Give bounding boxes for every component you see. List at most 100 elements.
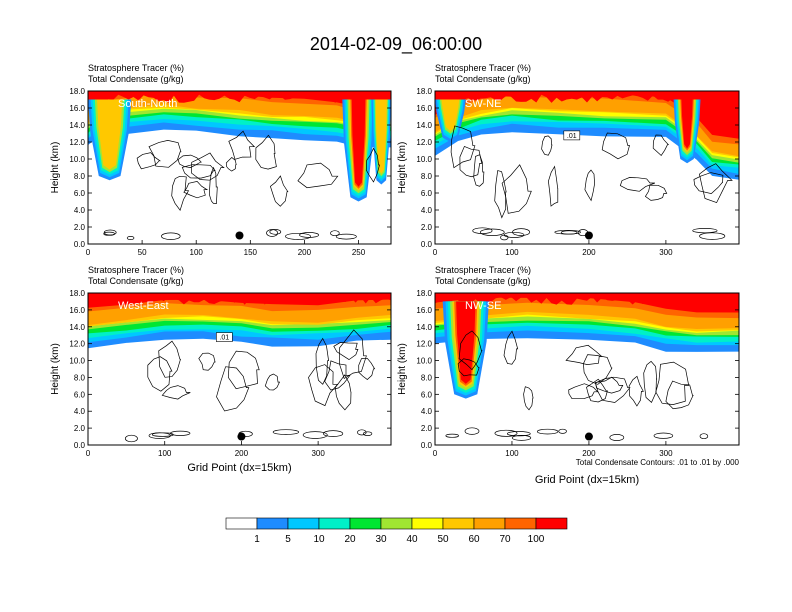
condensate-contour [297, 162, 339, 189]
y-tick-label: 0.0 [421, 240, 433, 249]
y-tick-label: 12.0 [69, 138, 85, 147]
var-label-1: Stratosphere Tracer (%) [88, 63, 184, 73]
contour-note: Total Condensate Contours: .01 to .01 by… [576, 458, 740, 467]
y-tick-label: 6.0 [421, 390, 433, 399]
y-tick-label: 8.0 [421, 373, 433, 382]
low-cloud-contour [479, 228, 505, 236]
x-tick-label: 0 [86, 449, 91, 458]
intrusion-layer [681, 99, 693, 149]
contour-label-box [563, 130, 581, 141]
plot-frame [434, 90, 740, 245]
condensate-contour [523, 386, 534, 411]
y-tick-label: 14.0 [69, 121, 85, 130]
x-tick-label: 200 [582, 449, 596, 458]
condensate-contour [628, 375, 644, 407]
colorbar-swatch [535, 517, 568, 530]
x-tick-label: 100 [505, 248, 519, 257]
condensate-contour [171, 175, 190, 211]
condensate-contour [548, 165, 559, 207]
low-cloud-contour [699, 433, 709, 440]
x-tick-label: 0 [86, 248, 91, 257]
condensate-contour [601, 132, 630, 160]
y-tick-label: 8.0 [74, 373, 86, 382]
y-tick-label: 10.0 [416, 155, 432, 164]
condensate-contour [699, 163, 733, 204]
y-tick-label: 2.0 [421, 424, 433, 433]
plot-area [88, 293, 391, 445]
colorbar-level-label: 100 [528, 534, 545, 545]
x-tick-label: 200 [235, 449, 249, 458]
condensate-contour [227, 350, 260, 390]
y-tick-label: 12.0 [416, 340, 432, 349]
low-cloud-contour [464, 427, 480, 435]
colorbar-swatch [380, 517, 413, 530]
colorbar-swatch [442, 517, 475, 530]
y-tick-label: 14.0 [416, 121, 432, 130]
condensate-contour [358, 357, 376, 380]
y-tick-label: 2.0 [421, 223, 433, 232]
y-tick-label: 12.0 [69, 340, 85, 349]
condensate-contour [148, 140, 182, 168]
low-cloud-contour [506, 431, 531, 437]
condensate-contour [503, 330, 519, 365]
y-tick-label: 10.0 [69, 357, 85, 366]
y-tick-label: 4.0 [74, 206, 86, 215]
condensate-contour [198, 352, 216, 371]
low-cloud-contour [511, 435, 532, 441]
condensate-contour [541, 135, 553, 156]
y-axis-label: Height (km) [50, 343, 61, 395]
colorbar: 1 5 10 20 30 40 50 60 70 100 [225, 517, 568, 545]
condensate-contour [191, 152, 225, 181]
condensate-contour [458, 330, 483, 371]
condensate-contour [619, 177, 656, 192]
condensate-contour [665, 380, 694, 410]
condensate-contour [158, 340, 181, 378]
condensate-contour [324, 360, 351, 391]
y-tick-label: 18.0 [416, 289, 432, 298]
low-cloud-contour [269, 229, 282, 235]
main-title: 2014-02-09_06:00:00 [310, 34, 482, 55]
condensate-contour [473, 154, 485, 187]
colorbar-level-label: 40 [406, 534, 418, 545]
tracer-band [435, 91, 739, 157]
tracer-max-band [88, 91, 391, 103]
intrusion-layer [97, 99, 123, 170]
var-label-2: Total Condensate (g/kg) [435, 276, 531, 286]
low-cloud-contour [512, 228, 531, 236]
tracer-band [88, 91, 391, 107]
low-cloud-contour [148, 432, 171, 439]
intrusion-layer [456, 301, 476, 384]
var-label-2: Total Condensate (g/kg) [88, 74, 184, 84]
low-cloud-contour [536, 428, 559, 435]
low-cloud-contour [126, 236, 135, 240]
var-label-1: Stratosphere Tracer (%) [435, 265, 531, 275]
contour-label: .01 [219, 335, 229, 342]
y-tick-label: 18.0 [69, 289, 85, 298]
low-cloud-contour [692, 228, 718, 234]
y-tick-label: 6.0 [74, 189, 86, 198]
intrusion-layer [375, 99, 387, 174]
panel-west-east: West-East Stratosphere Tracer (%)Total Co… [50, 265, 392, 474]
x-tick-label: 300 [311, 449, 325, 458]
colorbar-swatch [349, 517, 382, 530]
panel-label: South-North [118, 98, 177, 110]
x-tick-label: 300 [659, 248, 673, 257]
y-tick-label: 10.0 [69, 155, 85, 164]
plot-area [435, 293, 739, 445]
condensate-contour [147, 356, 173, 392]
colorbar-swatch [473, 517, 506, 530]
low-cloud-contour [558, 428, 567, 434]
low-cloud-contour [299, 232, 320, 238]
y-tick-label: 6.0 [421, 189, 433, 198]
condensate-contour [450, 125, 476, 169]
condensate-contour [136, 152, 161, 170]
y-tick-label: 2.0 [74, 223, 86, 232]
colorbar-level-label: 1 [254, 534, 260, 545]
low-cloud-contour [330, 230, 340, 237]
y-tick-label: 10.0 [416, 357, 432, 366]
y-tick-label: 0.0 [74, 441, 86, 450]
y-tick-label: 14.0 [69, 323, 85, 332]
condensate-contour [501, 164, 532, 214]
colorbar-swatch [411, 517, 444, 530]
